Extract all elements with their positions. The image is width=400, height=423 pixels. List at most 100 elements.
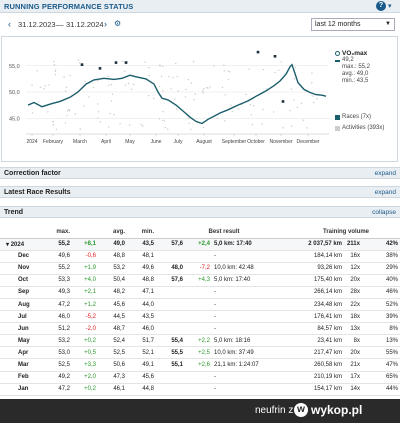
volume-percent: 29%: [362, 262, 400, 275]
correction-factor-bar[interactable]: Correction factor expand: [0, 167, 400, 179]
prev-period-button[interactable]: ‹: [8, 19, 11, 29]
best-result: -: [212, 310, 292, 324]
expand-link[interactable]: expand: [374, 170, 396, 177]
best-result: -: [212, 250, 292, 263]
best-result: -: [212, 286, 292, 299]
activity-point: [43, 88, 45, 90]
row-label: Sep: [0, 286, 44, 299]
date-from[interactable]: 31.12.2023: [18, 20, 56, 29]
activity-point: [109, 112, 111, 115]
row-label: Aug: [0, 298, 44, 312]
max-delta: +1,2: [72, 298, 98, 312]
best-result: 10,0 km: 37:49: [212, 346, 292, 360]
activity-point: [237, 108, 240, 110]
legend-activities[interactable]: Activities (393x): [342, 125, 385, 131]
volume-km: 266,14 km: [292, 286, 344, 299]
x-tick-label: September: [222, 139, 247, 145]
col-best-result: Best result: [156, 226, 292, 239]
section-title: Latest Race Results: [4, 189, 71, 196]
activity-point: [55, 128, 58, 131]
activity-point: [124, 84, 127, 86]
activity-point: [296, 106, 299, 109]
max-value: 52,5: [44, 358, 72, 372]
best-vo2: 57,6: [156, 238, 185, 251]
activity-point: [261, 123, 263, 125]
activity-point: [152, 97, 155, 100]
legend-avg: avg.: 49,0: [342, 71, 369, 77]
activity-point: [97, 111, 100, 113]
year-row[interactable]: ▾ 2024 55,2 +8,1 49,0 43,5 57,6 +2,4 5,0 km: 17…: [0, 238, 400, 251]
table-row: Dec 49,6 -0,6 48,8 48,1 -184,14 km 16x 38%: [0, 250, 400, 263]
expand-link[interactable]: expand: [374, 189, 396, 196]
chart-legend: VO₂max 49,2 max.: 55,2 avg.: 49,0 min.: …: [333, 46, 397, 150]
volume-percent: 13%: [362, 334, 400, 348]
activity-point: [216, 117, 219, 119]
trend-bar[interactable]: Trend collapse: [0, 206, 400, 218]
races-legend-marker: [335, 115, 340, 120]
activity-point: [111, 93, 114, 95]
best-delta: [185, 250, 212, 263]
activity-point: [306, 127, 308, 129]
next-period-button[interactable]: ›: [104, 19, 107, 29]
volume-count: 20x: [344, 274, 362, 287]
min-value: 48,1: [127, 250, 156, 263]
activity-point: [160, 75, 163, 77]
section-title: Trend: [4, 209, 24, 216]
max-delta: +0,2: [72, 383, 98, 396]
chevron-down-icon[interactable]: ▾: [388, 3, 392, 10]
table-row: Oct 53,3 +4,0 50,4 48,8 57,6 +4,3 5,0 km: 17:40…: [0, 274, 400, 287]
x-tick-label: August: [196, 139, 212, 145]
period-select[interactable]: last 12 months ▼: [311, 18, 395, 31]
activity-point: [213, 65, 215, 67]
avg-value: 49,0: [98, 238, 127, 251]
activity-point: [147, 94, 150, 97]
avg-value: 50,6: [98, 358, 127, 372]
best-vo2: [156, 371, 185, 384]
best-result: -: [212, 371, 292, 384]
activity-point: [108, 84, 110, 86]
activity-point: [53, 60, 55, 63]
legend-races[interactable]: Races (7x): [342, 114, 372, 120]
min-value: 49,6: [127, 262, 156, 275]
min-value: 51,7: [127, 334, 156, 348]
activity-point: [194, 93, 197, 95]
min-value: 44,8: [127, 383, 156, 396]
max-delta: +4,0: [72, 274, 98, 287]
help-icon[interactable]: ?: [376, 1, 386, 11]
latest-race-results-bar[interactable]: Latest Race Results expand: [0, 186, 400, 198]
activity-point: [293, 77, 296, 80]
table-row: Sep 49,3 +2,1 48,2 47,1 -266,14 km 28x 46%: [0, 286, 400, 299]
x-tick-label: December: [296, 139, 319, 145]
gear-icon[interactable]: ⚙: [114, 19, 122, 28]
best-delta: [185, 322, 212, 336]
best-result: -: [212, 383, 292, 396]
activity-point: [83, 105, 85, 107]
collapse-link[interactable]: collapse: [372, 209, 396, 216]
date-to[interactable]: 31.12.2024: [66, 20, 104, 29]
best-delta: +2,2: [185, 334, 212, 348]
activity-point: [142, 125, 144, 127]
activity-point: [190, 82, 193, 84]
activity-point: [31, 112, 34, 114]
activity-point: [54, 74, 57, 76]
vo2max-chart[interactable]: 55,0 50,0 45,0 2024 February March April May Jun…: [8, 46, 329, 150]
table-row: Jul 46,0 -5,2 44,5 43,5 -176,41 km 18x 39%: [0, 310, 400, 324]
row-label: Jul: [0, 310, 44, 324]
activity-point: [53, 64, 56, 66]
activity-point: [249, 104, 252, 106]
activity-point: [122, 60, 124, 63]
volume-percent: 8%: [362, 322, 400, 336]
avg-value: 47,3: [98, 371, 127, 384]
x-tick-label: April: [101, 139, 111, 145]
activity-point: [133, 83, 135, 86]
min-value: 49,1: [127, 358, 156, 372]
min-value: 47,1: [127, 286, 156, 299]
y-tick-label: 45,0: [9, 116, 20, 122]
activity-point: [202, 126, 205, 129]
max-value: 53,3: [44, 274, 72, 287]
activity-point: [251, 124, 254, 126]
activity-point: [293, 99, 295, 101]
activity-point: [127, 82, 130, 85]
activity-point: [79, 128, 81, 130]
chevron-down-icon[interactable]: ▾: [6, 241, 11, 248]
